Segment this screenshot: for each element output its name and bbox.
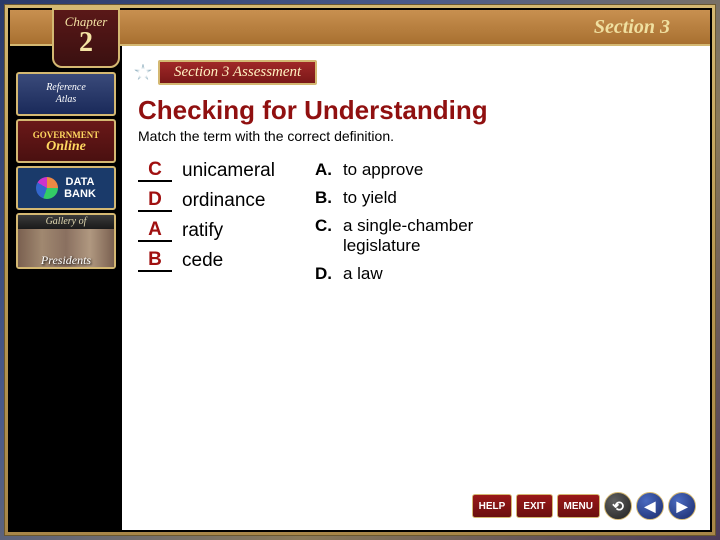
sidebar-label: Reference [46,82,86,94]
definition-letter: B. [315,188,335,208]
definition-row: C. a single-chamber legislature [315,216,513,256]
exit-button[interactable]: EXIT [516,494,552,518]
sidebar-label: BANK [64,188,96,200]
content-area: Section 3 Assessment Checking for Unders… [122,46,710,530]
help-button[interactable]: HELP [472,494,513,518]
page-heading: Checking for Understanding [138,95,694,126]
term-row: A ratify [138,220,275,242]
assessment-banner: Section 3 Assessment [158,60,317,85]
sidebar-gallery-presidents[interactable]: Gallery of Presidents [16,213,116,269]
sidebar-label-group: DATA BANK [64,176,96,200]
star-icon [134,64,152,82]
sidebar-label: Atlas [56,94,77,106]
answer-blank[interactable]: B [138,250,172,272]
term-text: cede [182,250,223,272]
definition-text: to yield [343,188,397,208]
sidebar-label: Gallery of [18,215,114,229]
sidebar: Reference Atlas GOVERNMENT Online DATA B… [10,46,122,530]
answer-blank[interactable]: C [138,160,172,182]
term-row: B cede [138,250,275,272]
content-inner: Checking for Understanding Match the ter… [122,91,710,284]
definition-text: a law [343,264,383,284]
definition-letter: C. [315,216,335,256]
section-label: Section 3 [594,10,710,44]
presidents-image: Presidents [18,229,114,267]
sidebar-label: Presidents [18,254,114,266]
term-row: D ordinance [138,190,275,212]
definition-letter: A. [315,160,335,180]
body-row: Reference Atlas GOVERNMENT Online DATA B… [10,46,710,530]
chapter-badge: Chapter 2 [52,8,120,68]
next-button[interactable]: ▶ [668,492,696,520]
main-container: Chapter 2 Section 3 Reference Atlas GOVE… [10,10,710,530]
jump-back-icon: ⟲ [612,498,624,515]
definition-letter: D. [315,264,335,284]
matching-grid: C unicameral D ordinance A [138,160,694,284]
jump-back-button[interactable]: ⟲ [604,492,632,520]
sidebar-label: Online [46,141,86,153]
answer-blank[interactable]: A [138,220,172,242]
term-text: ratify [182,220,223,242]
sidebar-reference-atlas[interactable]: Reference Atlas [16,72,116,116]
answer-blank[interactable]: D [138,190,172,212]
definition-row: D. a law [315,264,513,284]
definition-text: a single-chamber legislature [343,216,513,256]
sidebar-government-online[interactable]: GOVERNMENT Online [16,119,116,163]
menu-button[interactable]: MENU [557,494,600,518]
term-text: unicameral [182,160,275,182]
definition-row: B. to yield [315,188,513,208]
definitions-column: A. to approve B. to yield C. [315,160,513,284]
header-bar: Chapter 2 Section 3 [10,10,710,46]
footer-nav: HELP EXIT MENU ⟲ ◀ ▶ [472,492,696,520]
prev-button[interactable]: ◀ [636,492,664,520]
definition-text: to approve [343,160,423,180]
chapter-number: 2 [54,30,118,56]
pie-chart-icon [36,177,58,199]
terms-column: C unicameral D ordinance A [138,160,275,284]
term-row: C unicameral [138,160,275,182]
arrow-left-icon: ◀ [645,498,656,515]
definition-row: A. to approve [315,160,513,180]
sidebar-data-bank[interactable]: DATA BANK [16,166,116,210]
term-text: ordinance [182,190,265,212]
outer-frame: Chapter 2 Section 3 Reference Atlas GOVE… [0,0,720,540]
arrow-right-icon: ▶ [677,498,688,515]
inner-border: Chapter 2 Section 3 Reference Atlas GOVE… [8,8,712,532]
gold-frame: Chapter 2 Section 3 Reference Atlas GOVE… [4,4,716,536]
banner-row: Section 3 Assessment [134,60,710,85]
instruction-text: Match the term with the correct definiti… [138,128,694,144]
sidebar-label: DATA [64,176,96,188]
